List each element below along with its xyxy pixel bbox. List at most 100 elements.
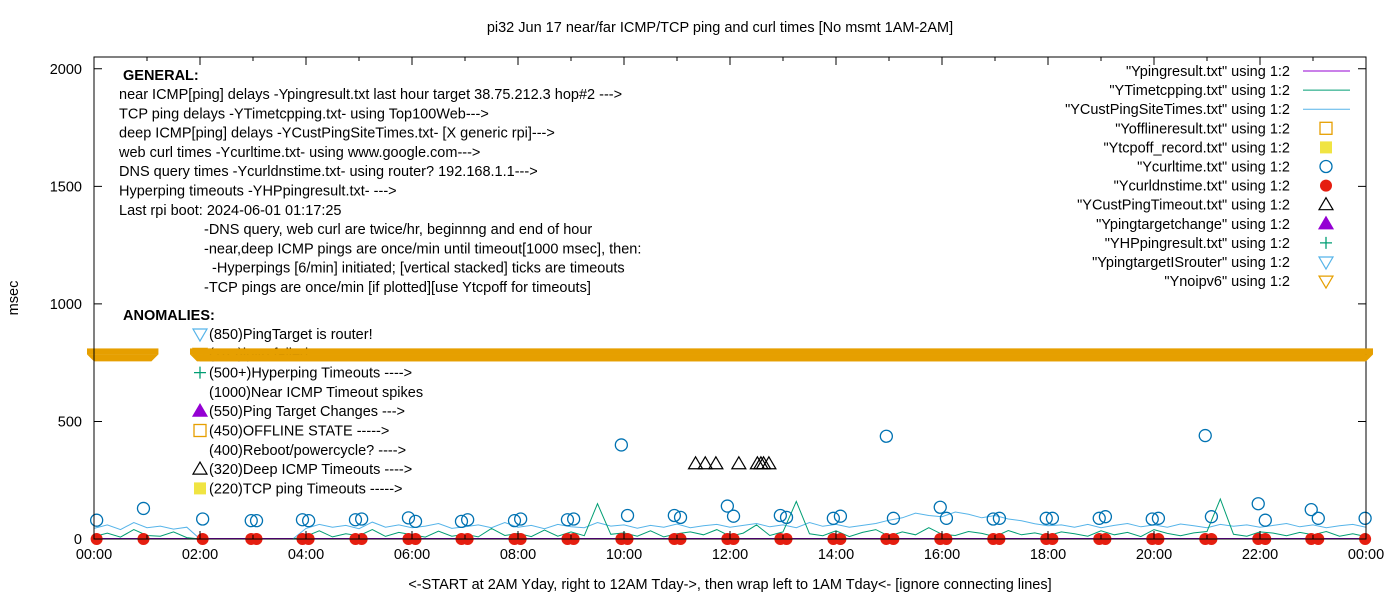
curltime-point — [939, 511, 954, 525]
anomaly-marker — [194, 366, 206, 379]
legend-marker — [1319, 159, 1333, 174]
x-tick-label: 22:00 — [1242, 547, 1278, 563]
curltime-point — [90, 513, 104, 527]
anomaly-marker — [191, 328, 209, 343]
curltime-point — [348, 513, 363, 527]
curltime-point — [560, 513, 575, 527]
legend-marker — [1317, 256, 1335, 271]
curltime-point — [1358, 511, 1372, 525]
ipv6-band — [87, 348, 159, 355]
x-tick-label: 12:00 — [712, 547, 748, 563]
y-tick-label: 1000 — [50, 297, 82, 313]
general-line: web curl times -Ycurltime.txt- using www… — [118, 145, 480, 161]
curltime-point — [408, 514, 423, 529]
anomaly-label: (550)Ping Target Changes ---> — [209, 404, 405, 420]
legend-label: "YCustPingTimeout.txt" using 1:2 — [1077, 198, 1290, 214]
legend-marker — [1317, 275, 1335, 290]
legend-marker — [1320, 141, 1332, 154]
curltime-point — [401, 511, 416, 525]
curltime-point — [773, 508, 787, 523]
curltime-point — [1251, 497, 1265, 511]
curltime-point — [1092, 511, 1106, 525]
anomaly-label: (1000)Near ICMP Timeout spikes — [209, 385, 423, 401]
legend-label: "Ycurldnstime.txt" using 1:2 — [1114, 179, 1290, 195]
x-tick-label: 14:00 — [818, 547, 854, 563]
legend-label: "YTimetcpping.txt" using 1:2 — [1109, 83, 1290, 99]
note-line: -near,deep ICMP pings are once/min until… — [204, 241, 641, 257]
custping-timeout-point — [760, 455, 777, 470]
legend-label: "Ycurltime.txt" using 1:2 — [1137, 160, 1290, 176]
legend-marker — [1317, 215, 1335, 230]
curltime-point — [614, 438, 628, 452]
x-tick-label: 20:00 — [1136, 547, 1172, 563]
anomaly-marker — [191, 460, 209, 475]
x-tick-label: 02:00 — [182, 547, 218, 563]
custping-timeout-point — [687, 455, 704, 470]
curltime-point — [1198, 428, 1212, 443]
curltime-point — [726, 509, 741, 523]
curltime-point — [1304, 502, 1318, 517]
note-line: -DNS query, web curl are twice/hr, begin… — [204, 222, 592, 238]
legend-label: "YpingtargetISrouter" using 1:2 — [1092, 255, 1290, 271]
curltime-point — [567, 512, 581, 526]
x-tick-label: 06:00 — [394, 547, 430, 563]
legend-label: "Ypingresult.txt" using 1:2 — [1126, 64, 1290, 80]
curltime-point — [1151, 511, 1166, 525]
x-tick-label: 04:00 — [288, 547, 324, 563]
custping-timeout-point — [697, 455, 714, 470]
curltime-point — [514, 512, 528, 526]
curltime-point — [1098, 510, 1113, 524]
x-tick-label: 16:00 — [924, 547, 960, 563]
legend-label: "Yofflineresult.txt" using 1:2 — [1115, 121, 1290, 137]
annotations: GENERAL: near ICMP[ping] delays -Ypingres… — [118, 68, 1373, 497]
curltime-point — [507, 514, 522, 528]
general-line: near ICMP[ping] delays -Ypingresult.txt … — [119, 87, 622, 103]
legend-marker — [1317, 196, 1335, 211]
y-tick-label: 2000 — [50, 62, 82, 78]
x-tick-label: 10:00 — [606, 547, 642, 563]
legend-marker — [1320, 236, 1332, 249]
curltime-point — [667, 508, 681, 523]
anomaly-marker — [191, 403, 209, 417]
legend-label: "Ynoipv6" using 1:2 — [1164, 274, 1290, 290]
y-tick-label: 1500 — [50, 179, 82, 195]
curltime-point — [460, 513, 475, 527]
curltime-point — [886, 511, 901, 525]
curltime-point — [195, 512, 210, 526]
curltime-point — [136, 501, 151, 516]
curltime-point — [779, 510, 794, 525]
curltime-point — [879, 429, 893, 443]
curltime-point — [1204, 510, 1219, 524]
note-line: -TCP pings are once/min [if plotted][use… — [204, 280, 591, 296]
anomaly-label: (400)Reboot/powercycle? ----> — [209, 443, 406, 459]
chart-title: pi32 Jun 17 near/far ICMP/TCP ping and c… — [487, 20, 953, 36]
ipv6-band-edge — [87, 354, 159, 362]
curltime-point — [826, 511, 840, 525]
legend-label: "Ytcpoff_record.txt" using 1:2 — [1103, 140, 1290, 156]
curltime-point — [933, 500, 947, 514]
curltime-point — [454, 514, 469, 529]
anomaly-marker — [194, 482, 206, 495]
anomaly-marker — [193, 423, 207, 438]
y-axis-label: msec — [6, 281, 22, 316]
y-tick-label: 0 — [74, 532, 82, 548]
general-line: Last rpi boot: 2024-06-01 01:17:25 — [119, 203, 342, 219]
general-line: deep ICMP[ping] delays -YCustPingSiteTim… — [119, 126, 555, 142]
general-line: DNS query times -Ycurldnstime.txt- using… — [119, 164, 538, 180]
curltime-point — [620, 508, 635, 523]
custping-timeout-point — [730, 455, 747, 470]
legend-label: "YHPpingresult.txt" using 1:2 — [1105, 236, 1290, 252]
x-axis-label: <-START at 2AM Yday, right to 12AM Tday-… — [408, 577, 1051, 593]
curltime-point — [244, 514, 258, 528]
curltime-point — [1258, 513, 1272, 527]
anomaly-label: (320)Deep ICMP Timeouts ----> — [209, 462, 412, 478]
custping-timeout-point — [707, 455, 724, 470]
curltime-point — [1039, 511, 1053, 525]
curltime-point — [1145, 512, 1159, 526]
curltime-point — [992, 511, 1007, 525]
x-tick-label: 08:00 — [500, 547, 536, 563]
curltime-point — [354, 512, 369, 526]
curltime-point — [673, 510, 688, 525]
legend: "Ypingresult.txt" using 1:2 "YTimetcpping… — [1065, 64, 1350, 290]
x-tick-label: 18:00 — [1030, 547, 1066, 563]
